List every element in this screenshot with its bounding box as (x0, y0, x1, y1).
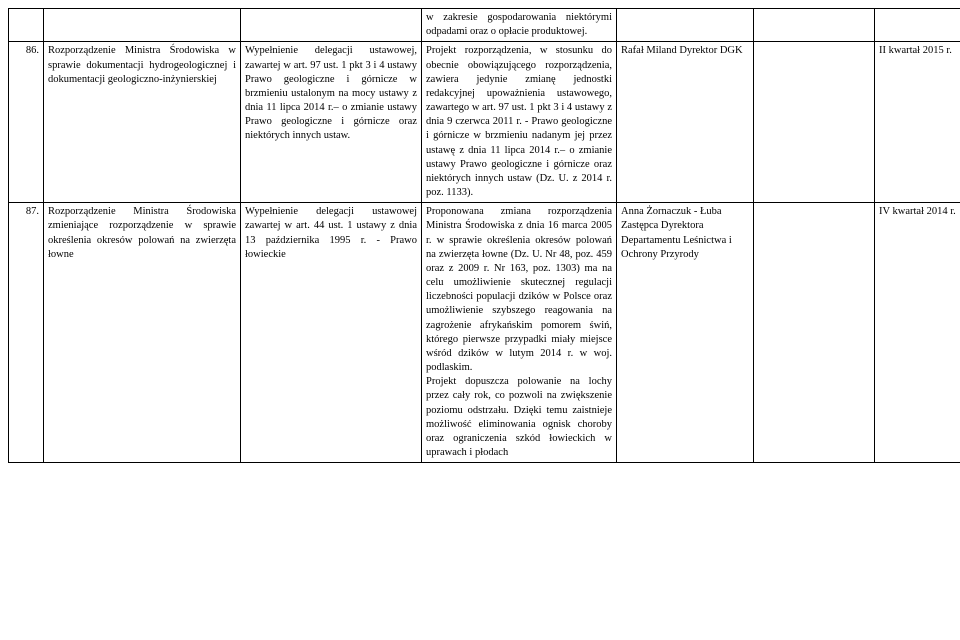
cell-desc-upper: w zakresie gospodarowania niektórymi odp… (422, 9, 617, 42)
table-row-upper: w zakresie gospodarowania niektórymi odp… (9, 9, 960, 42)
cell-num-87: 87. (9, 203, 44, 463)
cell-delegation-87: Wypełnienie delegacji ustawowej zawartej… (241, 203, 422, 463)
cell-title-87: Rozporządzenie Ministra Środowiska zmien… (44, 203, 241, 463)
cell-title-86: Rozporządzenie Ministra Środowiska w spr… (44, 42, 241, 203)
cell-desc-87: Proponowana zmiana rozporządzenia Minist… (422, 203, 617, 463)
cell-num-upper (9, 9, 44, 42)
cell-num-86: 86. (9, 42, 44, 203)
cell-quarter-86: II kwartał 2015 r. (875, 42, 960, 203)
cell-blank-upper (754, 9, 875, 42)
cell-delegation-86: Wypełnienie delegacji ustawowej, zawarte… (241, 42, 422, 203)
cell-blank-87 (754, 203, 875, 463)
cell-person-86: Rafał Miland Dyrektor DGK (617, 42, 754, 203)
cell-person-upper (617, 9, 754, 42)
cell-title-upper (44, 9, 241, 42)
cell-delegation-upper (241, 9, 422, 42)
cell-quarter-87: IV kwartał 2014 r. (875, 203, 960, 463)
cell-desc-86: Projekt rozporządzenia, w stosunku do ob… (422, 42, 617, 203)
cell-blank-86 (754, 42, 875, 203)
table-row-86: 86. Rozporządzenie Ministra Środowiska w… (9, 42, 960, 203)
table-row-87: 87. Rozporządzenie Ministra Środowiska z… (9, 203, 960, 463)
regulation-table: w zakresie gospodarowania niektórymi odp… (8, 8, 960, 463)
cell-quarter-upper (875, 9, 960, 42)
cell-person-87: Anna Żornaczuk - ŁubaZastępca Dyrektora … (617, 203, 754, 463)
